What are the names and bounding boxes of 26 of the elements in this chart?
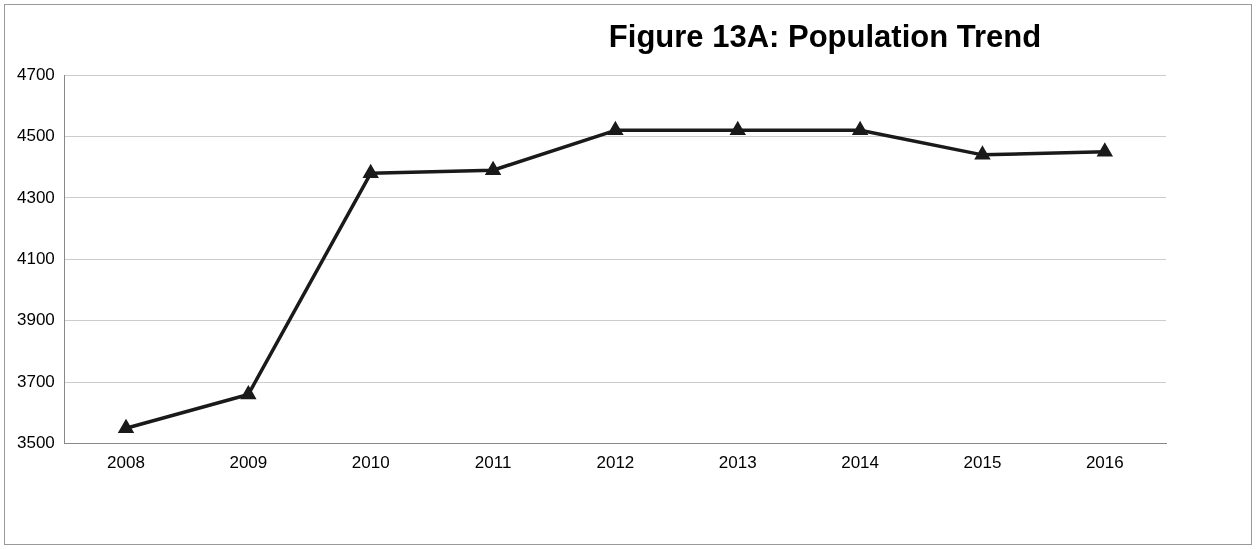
x-tick-label: 2014: [841, 453, 880, 473]
point: [975, 147, 990, 160]
x-tick-label: 2012: [596, 453, 635, 473]
y-tick-label: 4300: [16, 187, 55, 207]
point: [241, 386, 256, 400]
y-tick-label: 3900: [16, 310, 55, 330]
x-tick-label: 2008: [107, 453, 145, 473]
y-tick-label: 4500: [16, 126, 55, 146]
point: [119, 420, 133, 433]
y-tick-label: 3700: [16, 371, 55, 391]
y-tick-label: 4100: [16, 248, 55, 268]
point: [852, 120, 869, 136]
point: [607, 120, 624, 136]
point: [729, 120, 746, 136]
x-tick-label: 2009: [229, 453, 268, 473]
x-tick-label: 2011: [474, 453, 512, 473]
y-tick-label: 3500: [16, 433, 55, 453]
y-tick-label: 4700: [16, 64, 55, 84]
x-tick-label: 2013: [718, 453, 757, 473]
x-tick-label: 2010: [351, 453, 390, 473]
chart-title: Figure 13A: Population Trend: [607, 19, 1043, 55]
point: [362, 163, 379, 179]
point: [486, 162, 500, 175]
point: [1097, 144, 1112, 157]
x-tick-label: 2016: [1085, 453, 1124, 473]
x-tick-label: 2015: [963, 453, 1002, 473]
